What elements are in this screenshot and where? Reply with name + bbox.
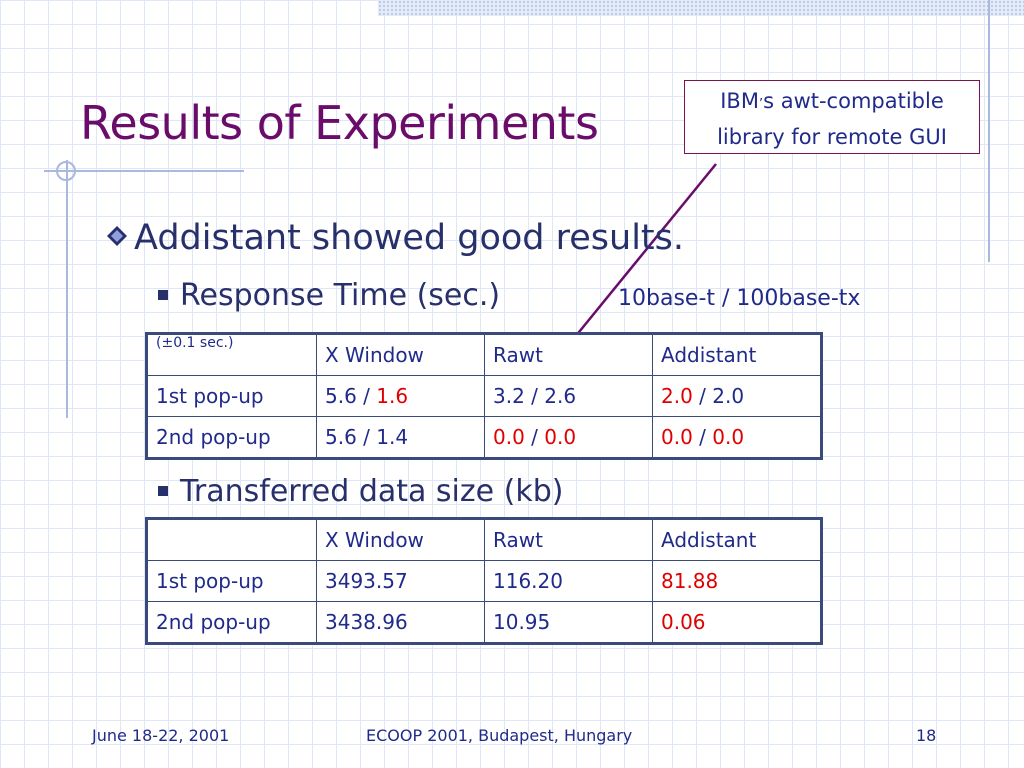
- table-header-row: (±0.1 sec.) X Window Rawt Addistant: [146, 333, 822, 376]
- table-row: 2nd pop-up 5.6 / 1.4 0.0 / 0.0 0.0 / 0.0: [146, 416, 822, 459]
- response-time-table: (±0.1 sec.) X Window Rawt Addistant 1st …: [145, 332, 823, 460]
- row-label: 2nd pop-up: [146, 601, 317, 644]
- sub-bullet-response: Response Time (sec.): [158, 278, 500, 313]
- table-cell: 3.2 / 2.6: [484, 375, 653, 417]
- square-bullet-icon: [158, 485, 168, 496]
- table-cell: 0.0 / 0.0: [652, 416, 822, 459]
- network-speed-note: 10base-t / 100base-tx: [618, 286, 861, 311]
- sub-bullet-transfer: Transferred data size (kb): [158, 474, 563, 509]
- footer-date: June 18-22, 2001: [92, 726, 230, 745]
- table-cell: 3493.57: [316, 560, 485, 602]
- table-cell: 81.88: [652, 560, 822, 602]
- callout-line-1: IBM’s awt-compatible: [720, 89, 944, 113]
- decorative-top-band: [378, 0, 1024, 16]
- row-label: 1st pop-up: [146, 560, 317, 602]
- decorative-left-vline: [66, 160, 68, 418]
- transfer-size-table: X Window Rawt Addistant 1st pop-up 3493.…: [145, 517, 823, 645]
- footer-page-number: 18: [916, 726, 937, 745]
- table-header-row: X Window Rawt Addistant: [146, 518, 822, 561]
- main-bullet: Addistant showed good results.: [106, 218, 684, 258]
- table-cell: 116.20: [484, 560, 653, 602]
- column-header: X Window: [316, 333, 485, 376]
- table-corner-cell: [146, 518, 317, 561]
- column-header: X Window: [316, 518, 485, 561]
- table-row: 2nd pop-up 3438.96 10.95 0.06: [146, 601, 822, 644]
- table-corner-cell: (±0.1 sec.): [146, 333, 317, 376]
- main-bullet-text: Addistant showed good results.: [134, 218, 685, 258]
- callout-line-2: library for remote GUI: [717, 125, 947, 149]
- table-cell: 3438.96: [316, 601, 485, 644]
- decorative-left-circle: [56, 161, 76, 181]
- column-header: Rawt: [484, 518, 653, 561]
- footer-venue: ECOOP 2001, Budapest, Hungary: [366, 726, 633, 745]
- table-row: 1st pop-up 3493.57 116.20 81.88: [146, 560, 822, 602]
- slide-title: Results of Experiments: [80, 96, 599, 150]
- sub-bullet-response-text: Response Time (sec.): [180, 278, 501, 313]
- table-cell: 0.06: [652, 601, 822, 644]
- decorative-right-vline: [988, 0, 990, 262]
- column-header: Addistant: [652, 333, 822, 376]
- table-cell: 10.95: [484, 601, 653, 644]
- table-cell: 2.0 / 2.0: [652, 375, 822, 417]
- square-bullet-icon: [158, 289, 168, 300]
- diamond-bullet-icon: [107, 226, 127, 246]
- table-cell: 0.0 / 0.0: [484, 416, 653, 459]
- callout-box: IBM’s awt-compatible library for remote …: [684, 80, 980, 154]
- column-header: Addistant: [652, 518, 822, 561]
- column-header: Rawt: [484, 333, 653, 376]
- sub-bullet-transfer-text: Transferred data size (kb): [180, 474, 564, 509]
- row-label: 2nd pop-up: [146, 416, 317, 459]
- decorative-left-hline: [44, 170, 244, 172]
- table-row: 1st pop-up 5.6 / 1.6 3.2 / 2.6 2.0 / 2.0: [146, 375, 822, 417]
- table-cell: 5.6 / 1.6: [316, 375, 485, 417]
- row-label: 1st pop-up: [146, 375, 317, 417]
- table-cell: 5.6 / 1.4: [316, 416, 485, 459]
